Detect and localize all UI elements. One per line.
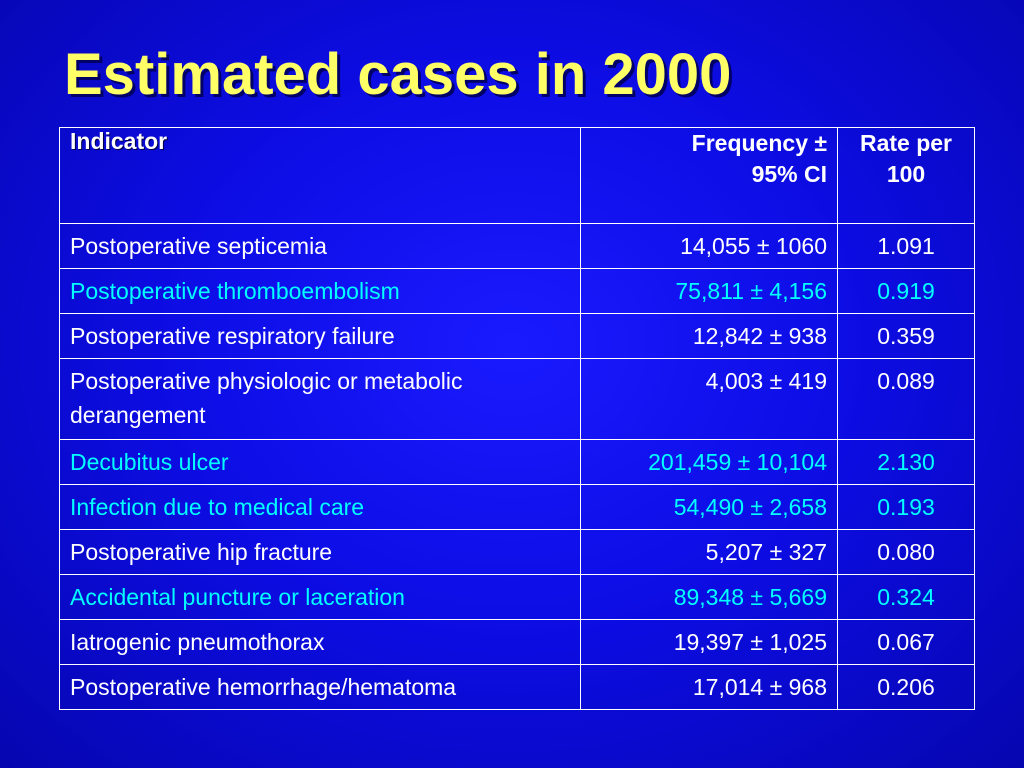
cases-table: Indicator Frequency ± 95% CI Rate per 10… (59, 127, 975, 710)
cell-rate: 2.130 (837, 439, 975, 485)
table-row: Infection due to medical care 54,490 ± 2… (59, 484, 975, 530)
table-row: Postoperative septicemia 14,055 ± 1060 1… (59, 223, 975, 269)
cell-indicator: Postoperative thromboembolism (59, 268, 581, 314)
column-header-rate-line2: 100 (886, 161, 926, 187)
cell-frequency: 19,397 ± 1,025 (580, 619, 838, 665)
cell-indicator: Postoperative septicemia (59, 223, 581, 269)
table-header-row: Indicator Frequency ± 95% CI Rate per 10… (59, 127, 975, 224)
cell-indicator: Postoperative hip fracture (59, 529, 581, 575)
cell-frequency: 14,055 ± 1060 (580, 223, 838, 269)
cell-frequency: 75,811 ± 4,156 (580, 268, 838, 314)
cell-rate: 0.324 (837, 574, 975, 620)
table-row: Accidental puncture or laceration 89,348… (59, 574, 975, 620)
cell-frequency: 5,207 ± 327 (580, 529, 838, 575)
table-row: Postoperative thromboembolism 75,811 ± 4… (59, 268, 975, 314)
cell-indicator: Decubitus ulcer (59, 439, 581, 485)
column-header-frequency-line2: 95% CI (751, 161, 827, 187)
column-header-rate-line1: Rate per (859, 130, 953, 156)
cell-frequency: 4,003 ± 419 (580, 358, 838, 440)
cell-rate: 0.067 (837, 619, 975, 665)
cell-rate: 0.193 (837, 484, 975, 530)
cell-frequency: 12,842 ± 938 (580, 313, 838, 359)
cell-rate: 0.359 (837, 313, 975, 359)
table-row: Postoperative physiologic or metabolic d… (59, 358, 975, 440)
cell-rate: 0.089 (837, 358, 975, 440)
cell-frequency: 17,014 ± 968 (580, 664, 838, 710)
table-row: Decubitus ulcer 201,459 ± 10,104 2.130 (59, 439, 975, 485)
cell-rate: 0.080 (837, 529, 975, 575)
cell-frequency: 89,348 ± 5,669 (580, 574, 838, 620)
table-row: Postoperative respiratory failure 12,842… (59, 313, 975, 359)
column-header-indicator: Indicator (59, 127, 581, 224)
cell-rate: 1.091 (837, 223, 975, 269)
cell-rate: 0.919 (837, 268, 975, 314)
table-row: Iatrogenic pneumothorax 19,397 ± 1,025 0… (59, 619, 975, 665)
table-row: Postoperative hemorrhage/hematoma 17,014… (59, 664, 975, 710)
cell-indicator: Infection due to medical care (59, 484, 581, 530)
cell-indicator: Iatrogenic pneumothorax (59, 619, 581, 665)
column-header-rate: Rate per 100 (837, 127, 975, 224)
table-row: Postoperative hip fracture 5,207 ± 327 0… (59, 529, 975, 575)
cell-indicator: Postoperative hemorrhage/hematoma (59, 664, 581, 710)
cell-frequency: 201,459 ± 10,104 (580, 439, 838, 485)
cell-rate: 0.206 (837, 664, 975, 710)
cell-frequency: 54,490 ± 2,658 (580, 484, 838, 530)
cell-indicator: Postoperative respiratory failure (59, 313, 581, 359)
column-header-frequency: Frequency ± 95% CI (580, 127, 838, 224)
cell-indicator: Postoperative physiologic or metabolic d… (59, 358, 581, 440)
page-title: Estimated cases in 2000 (64, 42, 732, 107)
cell-indicator: Accidental puncture or laceration (59, 574, 581, 620)
column-header-frequency-line1: Frequency ± (691, 130, 827, 156)
